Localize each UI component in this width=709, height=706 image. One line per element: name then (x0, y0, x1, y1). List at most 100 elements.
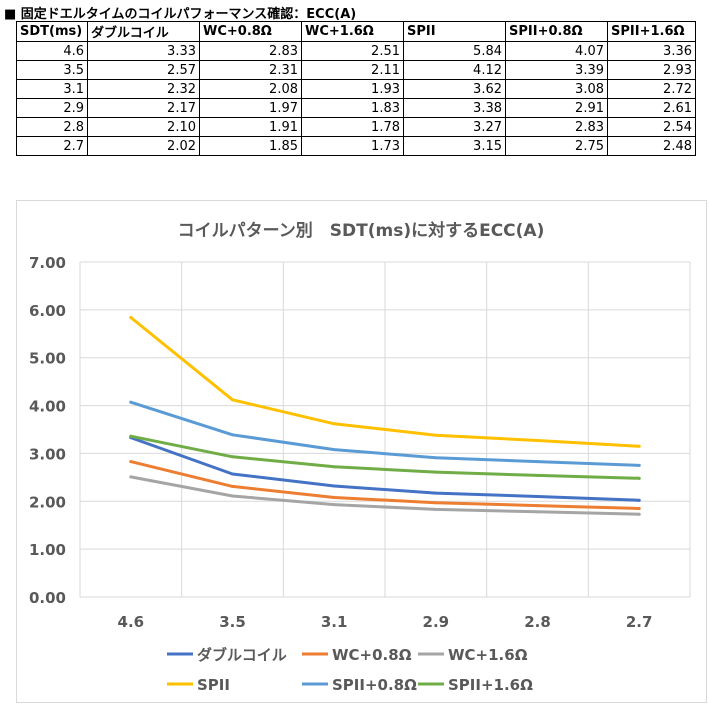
table-cell: 2.17 (87, 98, 200, 118)
data-point (332, 465, 336, 469)
legend-label: WC+1.6Ω (448, 646, 528, 664)
table-cell: 4.07 (505, 41, 608, 61)
table-cell: 5.84 (403, 41, 506, 61)
y-tick-label: 5.00 (29, 350, 66, 368)
table-cell: 2.08 (199, 79, 302, 99)
x-tick-label: 2.8 (524, 613, 551, 631)
data-point (637, 463, 641, 467)
x-tick-label: 3.5 (219, 613, 246, 631)
y-tick-label: 0.00 (29, 589, 66, 607)
table-cell: 3.62 (403, 79, 506, 99)
legend-label: WC+0.8Ω (332, 646, 412, 664)
data-point (637, 444, 641, 448)
table-cell: 1.78 (301, 117, 404, 137)
series-line[interactable] (129, 436, 641, 502)
column-header: SPII+1.6Ω (607, 21, 696, 42)
table-cell: 2.61 (607, 98, 696, 118)
table-cell: 2.32 (87, 79, 200, 99)
series-line[interactable] (129, 460, 641, 510)
series-line[interactable] (129, 400, 641, 467)
data-point (637, 506, 641, 510)
table-cell: 1.73 (301, 136, 404, 156)
table-row: 4.6 3.33 2.83 2.51 5.84 4.07 3.36 (16, 41, 696, 61)
table-cell: 1.85 (199, 136, 302, 156)
table-cell: 2.48 (607, 136, 696, 156)
table-cell: 2.75 (505, 136, 608, 156)
column-header: SDT(ms) (16, 21, 88, 42)
table-cell: 4.6 (16, 41, 88, 61)
data-point (637, 476, 641, 480)
table-cell: 3.1 (16, 79, 88, 99)
data-point (434, 507, 438, 511)
data-point (434, 501, 438, 505)
data-point (129, 316, 133, 320)
data-point (129, 475, 133, 479)
data-point (231, 494, 234, 498)
y-tick-label: 4.00 (29, 398, 66, 416)
data-point (231, 472, 234, 476)
data-point (637, 498, 641, 502)
series-line[interactable] (129, 434, 641, 480)
column-header: WC+0.8Ω (199, 21, 302, 42)
legend-label: SPII+1.6Ω (448, 676, 533, 694)
table-cell: 2.91 (505, 98, 608, 118)
y-tick-label: 1.00 (29, 541, 66, 559)
legend-label: SPII+0.8Ω (332, 676, 417, 694)
legend-label: SPII (197, 676, 230, 694)
data-point (434, 433, 438, 437)
line-chart: コイルパターン別 SDT(ms)に対するECC(A) 0.00 1.00 2.00 3… (29, 220, 691, 694)
data-point (231, 398, 234, 402)
data-point (332, 448, 336, 452)
table-cell: 3.36 (607, 41, 696, 61)
data-point (332, 495, 336, 499)
data-point (129, 434, 133, 438)
table-cell: 2.7 (16, 136, 88, 156)
data-point (536, 473, 539, 477)
table-row: 3.5 2.57 2.31 2.11 4.12 3.39 2.93 (16, 60, 696, 80)
sheet-heading: ■ 固定ドエルタイムのコイルパフォーマンス確認：ECC(A) (4, 7, 357, 22)
x-tick-label: 4.6 (118, 613, 145, 631)
table-cell: 2.83 (505, 117, 608, 137)
data-point (637, 512, 641, 516)
series-line[interactable] (129, 475, 641, 516)
data-point (434, 470, 438, 474)
x-tick-label: 3.1 (321, 613, 348, 631)
y-tick-label: 7.00 (29, 254, 66, 272)
data-point (536, 510, 539, 514)
column-header: ダブルコイル (87, 21, 200, 42)
data-point (129, 400, 133, 404)
table-cell: 3.08 (505, 79, 608, 99)
table-cell: 3.27 (403, 117, 506, 137)
table-cell: 2.02 (87, 136, 200, 156)
table-cell: 2.83 (199, 41, 302, 61)
column-header: SPII+0.8Ω (505, 21, 608, 42)
data-point (536, 504, 539, 508)
table-row: 2.8 2.10 1.91 1.78 3.27 2.83 2.54 (16, 117, 696, 137)
series-line[interactable] (129, 316, 641, 448)
y-tick-label: 6.00 (29, 302, 66, 320)
table-cell: 1.93 (301, 79, 404, 99)
table-cell: 3.5 (16, 60, 88, 80)
table-cell: 3.39 (505, 60, 608, 80)
table-cell: 1.83 (301, 98, 404, 118)
table-cell: 2.8 (16, 117, 88, 137)
table-cell: 2.9 (16, 98, 88, 118)
table-cell: 3.38 (403, 98, 506, 118)
table-cell: 3.15 (403, 136, 506, 156)
data-point (231, 455, 234, 459)
chart-area[interactable]: コイルパターン別 SDT(ms)に対するECC(A) 0.00 1.00 2.00 3… (16, 200, 707, 703)
table-row: 2.9 2.17 1.97 1.83 3.38 2.91 2.61 (16, 98, 696, 118)
column-header: WC+1.6Ω (301, 21, 404, 42)
y-tick-label: 3.00 (29, 445, 66, 463)
table-cell: 3.33 (87, 41, 200, 61)
table-cell: 2.51 (301, 41, 404, 61)
x-tick-label: 2.7 (626, 613, 653, 631)
data-point (536, 460, 539, 464)
table-cell: 2.57 (87, 60, 200, 80)
data-point (332, 422, 336, 426)
legend-label: ダブルコイル (197, 646, 287, 664)
table-cell: 1.91 (199, 117, 302, 137)
data-point (536, 495, 539, 498)
data-point (231, 433, 234, 437)
table-cell: 2.54 (607, 117, 696, 137)
